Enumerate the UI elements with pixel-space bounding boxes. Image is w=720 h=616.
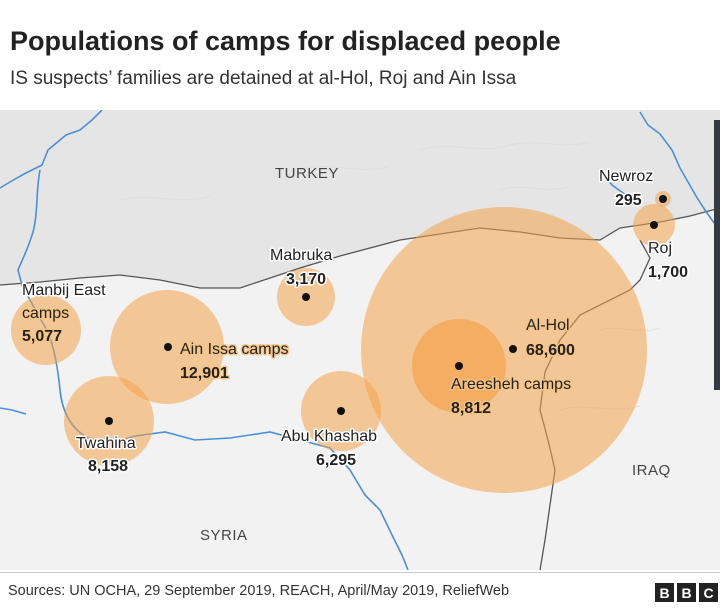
ain-issa-name: Ain Issa camps [180,341,288,358]
bbc-logo-letter: B [677,583,696,602]
country-label-turkey: TURKEY [275,165,339,182]
page-subtitle: IS suspects’ families are detained at al… [10,68,517,89]
tigris-river [639,111,719,229]
al-hol-bubble [361,207,647,493]
areesheh-dot [455,362,463,370]
al-hol-population: 68,600 [526,342,575,359]
manbij-east-name: Manbij East [22,282,106,299]
newroz-dot [659,195,667,203]
map: TURKEY SYRIA IRAQ Manbij East camps 5,07… [0,110,720,570]
abu-khashab-dot [337,407,345,415]
areesheh-name: Areesheh camps [451,376,571,393]
map-svg: TURKEY SYRIA IRAQ Manbij East camps 5,07… [0,110,720,570]
abu-khashab-population: 6,295 [316,452,356,469]
mabruka-population: 3,170 [286,271,326,288]
tributary [599,169,631,199]
newroz-name: Newroz [599,168,653,185]
manbij-east-name-2: camps [22,305,69,322]
roj-population: 1,700 [648,264,688,281]
abu-khashab-name: Abu Khashab [281,428,377,445]
al-hol-name: Al-Hol [526,317,570,334]
ain-issa-population: 12,901 [180,365,229,382]
newroz-population: 295 [615,192,642,209]
mabruka-dot [302,293,310,301]
manbij-east-bubble [11,295,81,365]
footer: Sources: UN OCHA, 29 September 2019, REA… [0,572,720,616]
page-title: Populations of camps for displaced peopl… [10,26,561,56]
country-label-syria: SYRIA [200,527,248,544]
manbij-east-population: 5,077 [22,328,62,345]
mabruka-name: Mabruka [270,247,332,264]
camp-dots [105,195,667,425]
turkey-syria-border [0,207,720,289]
country-label-iraq: IRAQ [632,462,671,479]
roj-name: Roj [648,240,672,257]
twahina-name: Twahina [76,435,136,452]
twahina-population: 8,158 [88,458,128,475]
turkey-land [0,110,720,288]
bbc-logo: B B C [655,583,718,602]
bubbles [11,191,675,493]
bbc-logo-letter: C [699,583,718,602]
al-hol-dot [509,345,517,353]
scroll-indicator [714,120,720,390]
ain-issa-dot [164,343,172,351]
twahina-dot [105,417,113,425]
roj-dot [650,221,658,229]
source-note: Sources: UN OCHA, 29 September 2019, REA… [8,583,510,599]
bbc-logo-letter: B [655,583,674,602]
areesheh-population: 8,812 [451,400,491,417]
river-west [0,407,27,415]
